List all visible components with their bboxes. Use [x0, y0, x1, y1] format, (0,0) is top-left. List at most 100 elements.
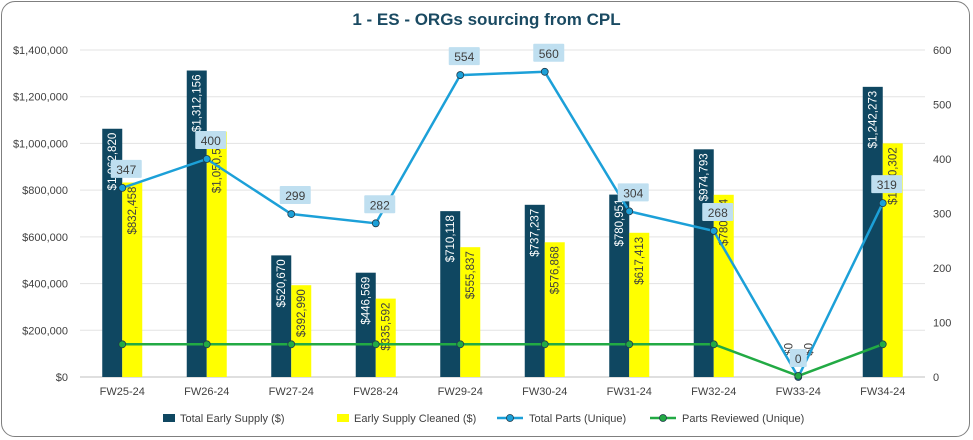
- y-left-tick-label: $1,000,000: [13, 138, 68, 150]
- line-point: [371, 340, 380, 349]
- legend-marker: [659, 414, 667, 422]
- line-data-label: 0: [795, 352, 802, 366]
- line-point: [287, 340, 296, 349]
- legend-label: Total Early Supply ($): [180, 413, 285, 425]
- bar-data-label: $555,837: [465, 251, 477, 299]
- line-point: [371, 219, 380, 228]
- x-tick-label: FW26-24: [184, 386, 229, 398]
- line-point: [709, 340, 718, 349]
- line-point: [540, 67, 549, 76]
- legend-label: Total Parts (Unique): [529, 413, 626, 425]
- line-label-box: [279, 186, 311, 205]
- bar: [271, 255, 292, 377]
- line-data-label: 400: [201, 134, 221, 148]
- y-right-tick-label: 200: [933, 263, 951, 275]
- y-left-tick-label: $1,400,000: [13, 45, 68, 57]
- bar: [206, 131, 227, 377]
- bar-data-label: $446,569: [361, 277, 373, 325]
- bar-data-label: $710,118: [445, 215, 457, 262]
- line-point: [878, 340, 887, 349]
- line-data-label: 299: [285, 189, 305, 203]
- y-right-tick-label: 600: [933, 45, 951, 57]
- y-left-tick-label: $200,000: [22, 325, 68, 337]
- bar-data-label: $780,951: [614, 199, 626, 247]
- bar: [102, 128, 123, 377]
- bar: [122, 182, 143, 377]
- bar-data-label: $1,050,573: [212, 136, 224, 194]
- line-label-box: [195, 131, 227, 149]
- y-left-tick-label: $400,000: [22, 279, 68, 291]
- bar-data-label: $1,242,273: [868, 91, 880, 149]
- bar-data-label: $392,990: [296, 289, 308, 337]
- bar-data-label: $832,458: [127, 187, 139, 235]
- y-left-tick-label: $0: [56, 372, 68, 384]
- bar-data-label: $974,793: [699, 153, 711, 201]
- line-point: [202, 340, 211, 349]
- line-point: [456, 71, 465, 79]
- line-data-label: 347: [116, 163, 136, 177]
- line-point: [118, 183, 127, 192]
- y-right-tick-label: 400: [933, 154, 951, 166]
- y-right-tick-label: 500: [933, 100, 951, 112]
- line-label-box: [789, 349, 807, 367]
- line-label-box: [617, 183, 649, 202]
- y-left-tick-label: $1,200,000: [13, 92, 68, 104]
- line-label-box: [871, 175, 903, 194]
- y-left-tick-label: $800,000: [22, 185, 68, 197]
- line-point: [287, 210, 296, 218]
- x-tick-label: FW29-24: [438, 386, 483, 398]
- line-label-box: [448, 47, 480, 66]
- line-point: [625, 207, 634, 216]
- series-line: [121, 70, 884, 379]
- bar: [524, 204, 545, 377]
- line-label-box: [110, 159, 142, 178]
- line-data-label: 554: [454, 50, 474, 64]
- y-right-tick-label: 300: [933, 209, 951, 221]
- line-point: [625, 340, 634, 349]
- bar: [609, 194, 630, 377]
- x-tick-label: FW32-24: [691, 386, 736, 398]
- legend-swatch: [163, 414, 175, 422]
- x-tick-label: FW30-24: [522, 386, 567, 398]
- line-point: [709, 227, 718, 235]
- x-tick-label: FW31-24: [607, 386, 652, 398]
- legend-label: Parts Reviewed (Unique): [682, 413, 804, 425]
- line-point: [202, 155, 211, 163]
- bar: [629, 232, 650, 377]
- legend-marker: [506, 414, 514, 422]
- line-data-label: 304: [623, 186, 643, 200]
- series-line: [122, 343, 884, 378]
- legend-label: Early Supply Cleaned ($): [354, 413, 476, 425]
- y-right-tick-label: 0: [933, 372, 939, 384]
- x-tick-label: FW27-24: [269, 386, 314, 398]
- x-tick-label: FW25-24: [100, 386, 145, 398]
- x-tick-label: FW28-24: [353, 386, 398, 398]
- bar: [355, 272, 376, 377]
- x-tick-label: FW33-24: [776, 386, 821, 398]
- line-point: [878, 199, 887, 208]
- bar: [862, 86, 883, 378]
- legend-swatch: [337, 414, 349, 422]
- bar-data-label: $737,237: [530, 209, 542, 257]
- line-point: [118, 340, 127, 349]
- bar-data-label: $335,592: [381, 303, 393, 351]
- line-label-box: [702, 202, 734, 221]
- line-label-box: [533, 43, 565, 62]
- y-right-tick-label: 100: [933, 318, 951, 330]
- line-point: [794, 372, 803, 380]
- bar-data-label: $576,868: [550, 246, 562, 294]
- line-data-label: 560: [539, 47, 559, 61]
- line-data-label: 282: [370, 198, 390, 212]
- bar: [440, 211, 461, 377]
- bar-data-label: $617,413: [634, 237, 646, 285]
- x-tick-label: FW34-24: [860, 386, 905, 398]
- line-label-box: [364, 195, 396, 214]
- y-left-tick-label: $600,000: [22, 232, 68, 244]
- chart-title: 1 - ES - ORGs sourcing from CPL: [352, 10, 621, 29]
- line-point: [540, 340, 549, 349]
- line-data-label: 268: [708, 206, 728, 220]
- bar: [375, 298, 396, 377]
- line-point: [456, 340, 465, 349]
- bar: [291, 285, 312, 377]
